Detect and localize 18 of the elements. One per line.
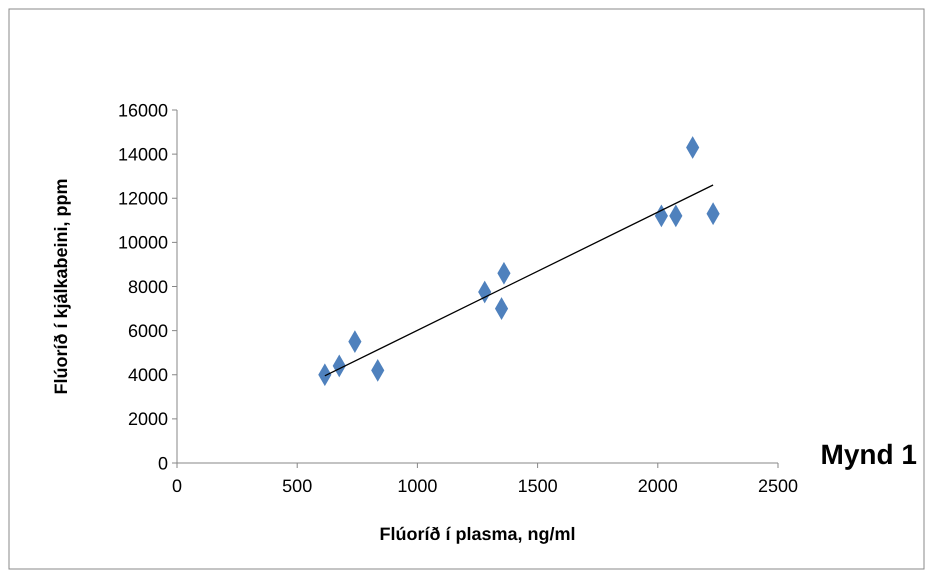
y-tick-label: 8000 [128,276,168,297]
x-tick-label: 0 [172,476,182,496]
x-tick-label: 2500 [758,476,798,496]
y-tick-label: 4000 [128,365,168,386]
y-tick-label: 6000 [128,320,168,341]
x-tick-label: 500 [282,476,312,496]
x-tick-label: 1500 [518,476,558,496]
y-tick-label: 10000 [118,232,168,253]
y-tick-label: 14000 [118,144,168,164]
y-tick-label: 12000 [118,188,168,209]
x-axis-title: Flúoríð í plasma, ng/ml [379,524,576,544]
y-axis-title: Flúoríð í kjálkabeini, ppm [51,178,71,395]
y-tick-label: 0 [158,453,168,474]
y-tick-label: 16000 [118,100,168,120]
x-tick-label: 1000 [397,476,438,496]
text: Mynd 1 [820,439,917,470]
y-tick-label: 2000 [128,409,168,430]
x-tick-label: 2000 [638,476,678,496]
